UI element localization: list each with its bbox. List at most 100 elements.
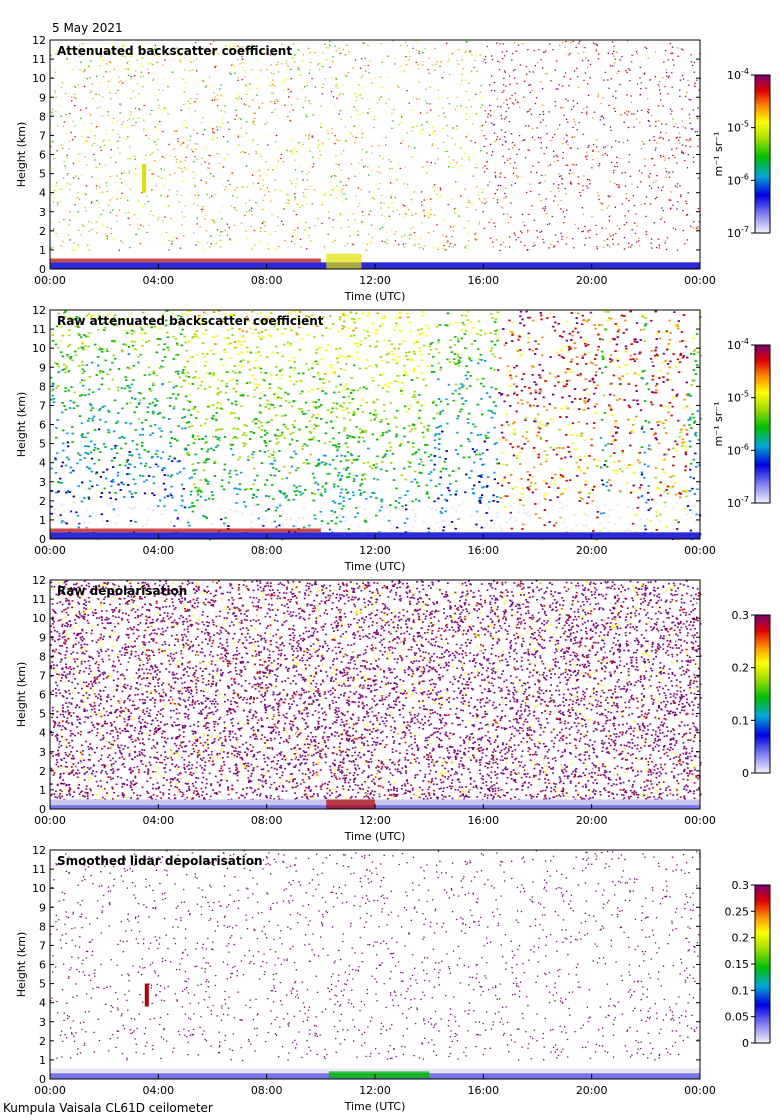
colorbar-tick-label: 10-5	[727, 120, 749, 135]
y-axis-label: Height (km)	[15, 662, 28, 728]
y-tick-label: 12	[32, 574, 46, 587]
y-tick-label: 11	[32, 593, 46, 606]
colorbar-tick-label: 0	[742, 767, 749, 780]
x-tick-label: 08:00	[251, 814, 283, 827]
y-tick-label: 8	[39, 110, 46, 123]
colorbar-gradient	[754, 614, 771, 774]
y-tick-label: 7	[39, 129, 46, 142]
y-tick-label: 0	[39, 1073, 46, 1086]
y-tick-label: 2	[39, 225, 46, 238]
y-tick-label: 11	[32, 323, 46, 336]
y-tick-label: 11	[32, 53, 46, 66]
y-tick-label: 6	[39, 419, 46, 432]
y-tick-label: 9	[39, 91, 46, 104]
y-tick-label: 8	[39, 380, 46, 393]
plot-area	[50, 40, 700, 269]
colorbar-tick-label: 0.25	[725, 905, 750, 918]
colorbar-gradient	[754, 74, 771, 234]
x-tick-label: 12:00	[359, 544, 391, 557]
x-tick-label: 08:00	[251, 274, 283, 287]
colorbar-unit-label: m⁻¹ sr⁻¹	[712, 402, 725, 447]
colorbar-tick-label: 0.2	[732, 932, 750, 945]
x-tick-label: 00:00	[34, 1084, 66, 1097]
y-tick-label: 4	[39, 727, 46, 740]
y-tick-label: 9	[39, 901, 46, 914]
y-tick-label: 1	[39, 514, 46, 527]
y-tick-label: 8	[39, 920, 46, 933]
y-tick-label: 0	[39, 263, 46, 276]
y-tick-label: 5	[39, 978, 46, 991]
x-tick-label: 16:00	[467, 544, 499, 557]
x-tick-label: 00:00	[684, 814, 716, 827]
colorbar-tick-label: 10-7	[727, 225, 749, 240]
colorbar: 10-7 10-6 10-5 10-4 m⁻¹ sr⁻¹	[712, 337, 771, 510]
x-tick-label: 00:00	[684, 274, 716, 287]
x-tick-label: 12:00	[359, 814, 391, 827]
y-tick-label: 6	[39, 959, 46, 972]
chart-panel-2: Raw attenuated backscatter coefficient 0 1…	[15, 304, 771, 573]
x-tick-label: 04:00	[142, 544, 174, 557]
x-tick-label: 08:00	[251, 1084, 283, 1097]
colorbar-tick-label: 0.15	[725, 958, 750, 971]
x-tick-label: 20:00	[576, 814, 608, 827]
y-tick-label: 6	[39, 689, 46, 702]
panel-title: Attenuated backscatter coefficient	[57, 44, 292, 58]
y-tick-label: 4	[39, 457, 46, 470]
colorbar-tick-label: 10-6	[727, 172, 749, 187]
x-tick-label: 00:00	[34, 544, 66, 557]
x-tick-label: 16:00	[467, 1084, 499, 1097]
y-tick-label: 1	[39, 1054, 46, 1067]
x-tick-label: 00:00	[684, 544, 716, 557]
y-tick-label: 12	[32, 304, 46, 317]
y-tick-label: 4	[39, 997, 46, 1010]
x-tick-label: 00:00	[34, 814, 66, 827]
colorbar-tick-label: 0	[742, 1037, 749, 1050]
colorbar-tick-label: 10-4	[727, 67, 749, 82]
y-tick-label: 7	[39, 939, 46, 952]
y-tick-label: 2	[39, 765, 46, 778]
colorbar-gradient	[754, 884, 771, 1044]
colorbar-tick-label: 10-5	[727, 390, 749, 405]
x-tick-label: 08:00	[251, 544, 283, 557]
y-tick-label: 4	[39, 187, 46, 200]
y-tick-label: 9	[39, 631, 46, 644]
heatmap-texture	[50, 310, 702, 541]
plot-area	[50, 310, 700, 539]
y-tick-label: 0	[39, 533, 46, 546]
date-label: 5 May 2021	[52, 21, 123, 35]
x-tick-label: 04:00	[142, 1084, 174, 1097]
y-tick-label: 3	[39, 746, 46, 759]
y-tick-label: 10	[32, 882, 46, 895]
y-tick-label: 2	[39, 495, 46, 508]
y-tick-label: 10	[32, 612, 46, 625]
colorbar-tick-label: 10-7	[727, 495, 749, 510]
colorbar-tick-label: 0.3	[732, 609, 750, 622]
x-tick-label: 16:00	[467, 274, 499, 287]
x-axis-label: Time (UTC)	[344, 560, 406, 573]
colorbar-unit-label: m⁻¹ sr⁻¹	[712, 132, 725, 177]
colorbar-tick-label: 10-6	[727, 442, 749, 457]
colorbar-gradient	[754, 344, 771, 504]
x-tick-label: 04:00	[142, 274, 174, 287]
y-axis-label: Height (km)	[15, 122, 28, 188]
panel-title: Smoothed lidar depolarisation	[57, 854, 263, 868]
y-tick-label: 1	[39, 244, 46, 257]
x-tick-label: 12:00	[359, 1084, 391, 1097]
colorbar-tick-label: 0.2	[732, 662, 750, 675]
y-tick-label: 8	[39, 650, 46, 663]
y-tick-label: 12	[32, 34, 46, 47]
y-tick-label: 3	[39, 1016, 46, 1029]
panel-title: Raw attenuated backscatter coefficient	[57, 314, 324, 328]
y-tick-label: 5	[39, 438, 46, 451]
x-tick-label: 00:00	[684, 1084, 716, 1097]
y-tick-label: 7	[39, 399, 46, 412]
x-tick-label: 16:00	[467, 814, 499, 827]
plot-area	[50, 850, 700, 1079]
y-tick-label: 5	[39, 168, 46, 181]
y-tick-label: 12	[32, 844, 46, 857]
y-tick-label: 2	[39, 1035, 46, 1048]
chart-panel-4: Smoothed lidar depolarisation01234567891…	[15, 844, 771, 1113]
colorbar-tick-label: 0.1	[732, 984, 750, 997]
y-tick-label: 6	[39, 149, 46, 162]
y-tick-label: 0	[39, 803, 46, 816]
